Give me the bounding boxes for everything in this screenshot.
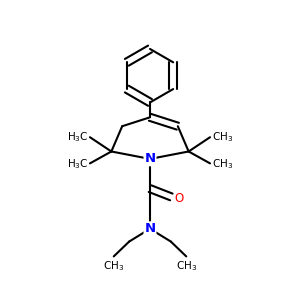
Text: H$_3$C: H$_3$C xyxy=(67,130,88,143)
Text: CH$_3$: CH$_3$ xyxy=(176,260,197,273)
Text: N: N xyxy=(144,222,156,235)
Text: O: O xyxy=(174,192,184,205)
Text: CH$_3$: CH$_3$ xyxy=(212,130,233,143)
Text: CH$_3$: CH$_3$ xyxy=(212,157,233,171)
Text: N: N xyxy=(144,152,156,165)
Text: CH$_3$: CH$_3$ xyxy=(103,260,124,273)
Text: H$_3$C: H$_3$C xyxy=(67,157,88,171)
